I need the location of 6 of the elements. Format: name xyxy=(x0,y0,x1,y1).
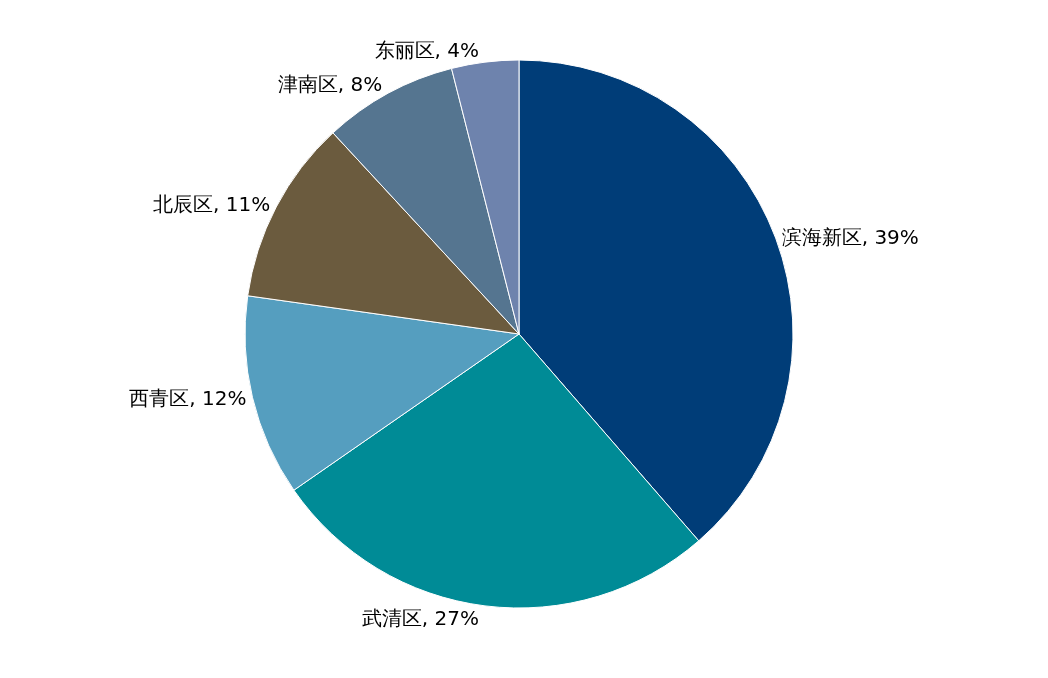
slice-label: 东丽区, 4% xyxy=(374,38,479,63)
slice-label: 津南区, 8% xyxy=(277,71,383,96)
slice-label: 武清区, 27% xyxy=(361,605,479,630)
slice-label: 北辰区, 11% xyxy=(153,192,271,217)
slice-label: 西青区, 12% xyxy=(129,385,247,410)
slice-label: 滨海新区, 39% xyxy=(781,224,919,249)
